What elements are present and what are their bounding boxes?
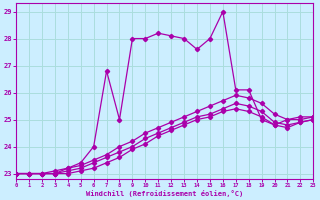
X-axis label: Windchill (Refroidissement éolien,°C): Windchill (Refroidissement éolien,°C) — [86, 190, 243, 197]
